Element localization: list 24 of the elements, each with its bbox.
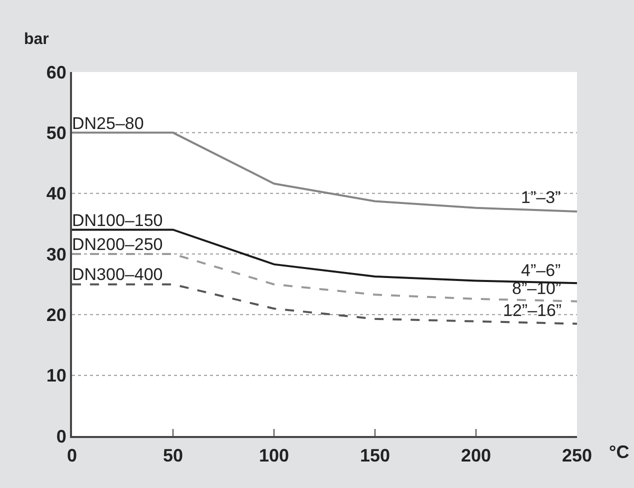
series-label: DN25–80 (72, 114, 144, 133)
y-tick-label: 20 (46, 304, 66, 325)
y-tick-label: 40 (46, 184, 66, 204)
x-tick-label: 100 (258, 446, 290, 466)
annotation: 12”–16” (503, 301, 562, 320)
x-tick-label: 150 (360, 446, 390, 466)
series-label: DN200–250 (72, 235, 163, 254)
y-axis-title: bar (24, 31, 49, 48)
x-axis-title: °C (609, 442, 630, 462)
line-series (72, 132, 577, 213)
series-label: DN300–400 (72, 265, 163, 284)
annotation: 4”–6” (521, 261, 562, 280)
line-series (72, 283, 577, 325)
y-tick-label: 60 (46, 62, 66, 82)
y-tick-label: 30 (46, 244, 66, 264)
x-tick-label: 200 (460, 446, 492, 466)
y-tick-label: 10 (46, 366, 66, 386)
series-label: DN100–150 (72, 211, 163, 230)
x-tick-label: 50 (162, 446, 184, 466)
y-tick-label: 50 (46, 122, 66, 143)
y-tick-label: 0 (56, 426, 66, 446)
annotation: 8”–10” (512, 279, 562, 298)
annotation: 1”–3” (521, 188, 562, 207)
x-tick-label: 250 (562, 446, 592, 466)
